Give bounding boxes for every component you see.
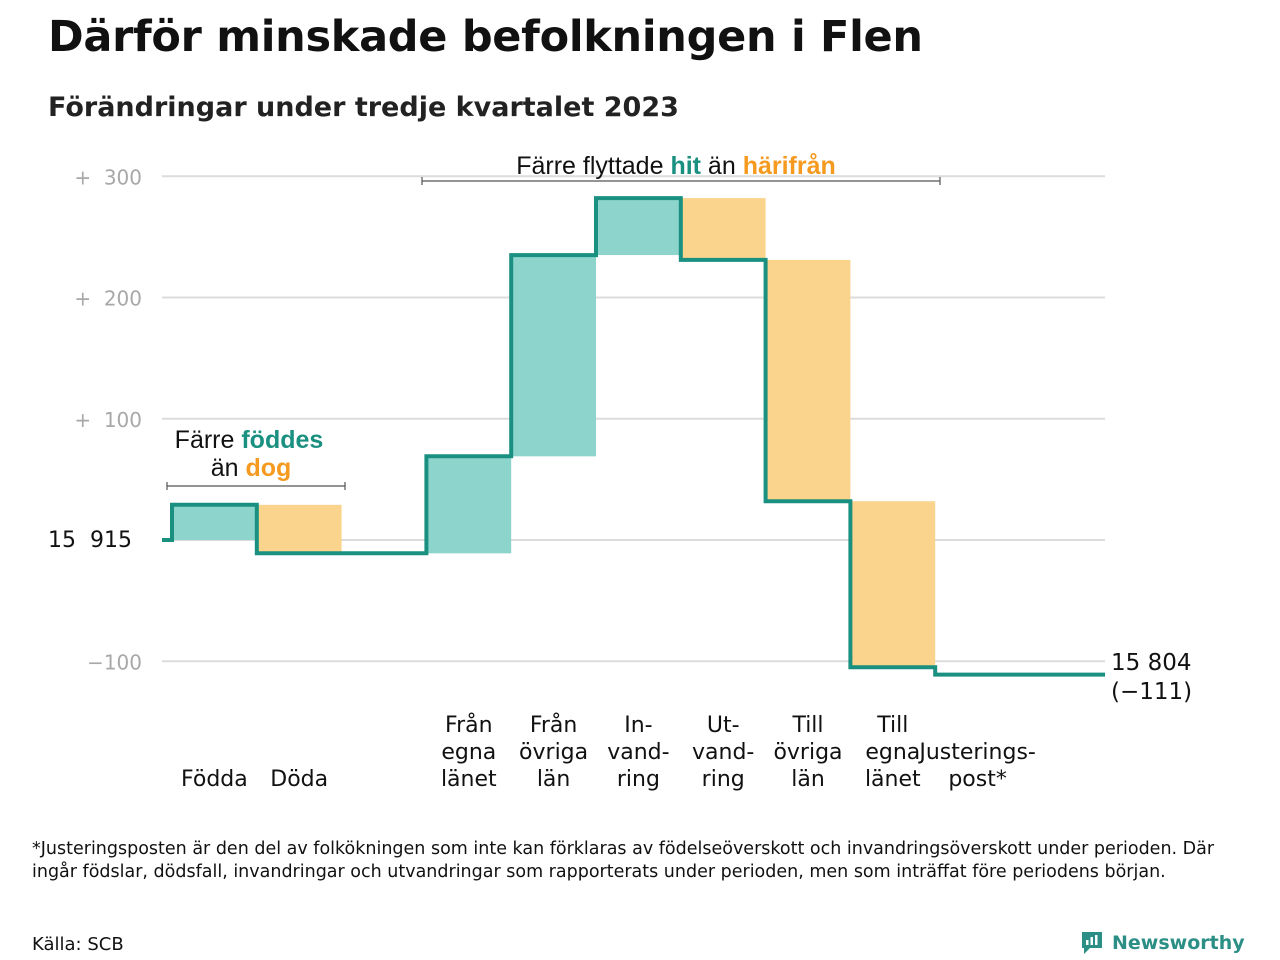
bar-increase [172,504,257,540]
death-annotation-accent: dog [245,454,291,482]
brand-logo[interactable]: Newsworthy [1080,928,1245,958]
end-value-label: 15 804 [1111,650,1191,676]
bar-decrease [850,501,936,668]
y-tick-label: + 300 [74,165,142,189]
migration-annotation-prefix: Färre flyttade [516,152,670,180]
category-label-line: Justerings- [917,740,1036,765]
category-label: Från övriga län [519,712,588,792]
brand-name[interactable]: Newsworthy [1112,932,1245,954]
migration-annotation: Färre flyttade hit än härifrån [516,152,836,180]
cumulative-step-line [162,196,1105,677]
chart-title: Därför minskade befolkningen i Flen [48,12,923,62]
category-label-line: vand- [607,740,669,765]
category-label-line: egna [865,740,920,765]
category-label: Justerings-post* [917,740,1036,792]
category-label-line: Ut- [707,713,740,738]
y-tick-label: + 200 [74,287,142,311]
bar-decrease [256,504,342,554]
category-label-line: post* [948,767,1007,792]
category-label: Från egna länet [441,712,497,792]
birth-annotation-line1: Färre föddes [175,426,324,454]
bar-increase [426,456,512,554]
category-label: Döda [270,767,328,792]
category-label-line: Från [530,712,578,738]
category-label-line: vand- [692,740,754,765]
category-label-line: egna [441,740,496,765]
category-label-line: ring [617,767,660,792]
start-value-label: 15 915 [48,528,132,553]
birth-annotation-accent: föddes [241,426,323,454]
annotation-brackets [166,177,941,490]
y-tick-label: −100 [87,650,142,674]
death-annotation-prefix: än [211,454,246,482]
category-label-line: Till [876,713,908,738]
bar-decrease [765,259,851,502]
category-label-line: Döda [270,767,328,792]
category-label: Till egna länet [865,713,921,792]
category-label-line: länet [865,767,921,792]
category-label-line: övriga [773,740,842,765]
source-label: Källa: SCB [32,934,124,955]
chart-subtitle: Förändringar under tredje kvartalet 2023 [48,92,679,123]
bar-increase [596,198,681,256]
bar-decrease [680,198,766,260]
category-label-line: Till [791,713,823,738]
waterfall-chart: + 300 + 200 + 100 −100 Färre föddes än dog … [48,152,1192,792]
newsworthy-logo-icon [1082,932,1102,954]
migration-annotation-mid: än [701,152,743,180]
category-label: Födda [181,767,248,792]
category-label-line: In- [624,713,652,738]
y-axis-labels: + 300 + 200 + 100 −100 [74,165,142,674]
category-label-line: Från [445,712,493,738]
cumulative-line [162,196,1105,677]
bar-increase [511,255,596,457]
birth-annotation-line2: än dog [211,454,292,482]
y-tick-label: + 100 [74,408,142,432]
category-label-line: ring [702,767,745,792]
migration-annotation-hit: hit [670,152,701,180]
footnote: *Justeringsposten är den del av folkökni… [32,839,1215,882]
change-bars [172,198,936,668]
migration-annotation-harifran: härifrån [743,152,836,180]
category-label-line: Födda [181,767,248,792]
category-label: Ut-vand-ring [692,713,754,792]
end-change-label: (−111) [1111,679,1192,705]
category-label-line: län [537,767,571,792]
category-label: In-vand-ring [607,713,669,792]
annotations: Färre föddes än dog Färre flyttade hit ä… [48,152,1192,705]
category-label-line: övriga [519,740,588,765]
category-label: Till övriga län [773,713,842,792]
category-label-line: län [791,767,825,792]
category-label-line: länet [441,767,497,792]
birth-annotation-prefix: Färre [175,426,242,454]
